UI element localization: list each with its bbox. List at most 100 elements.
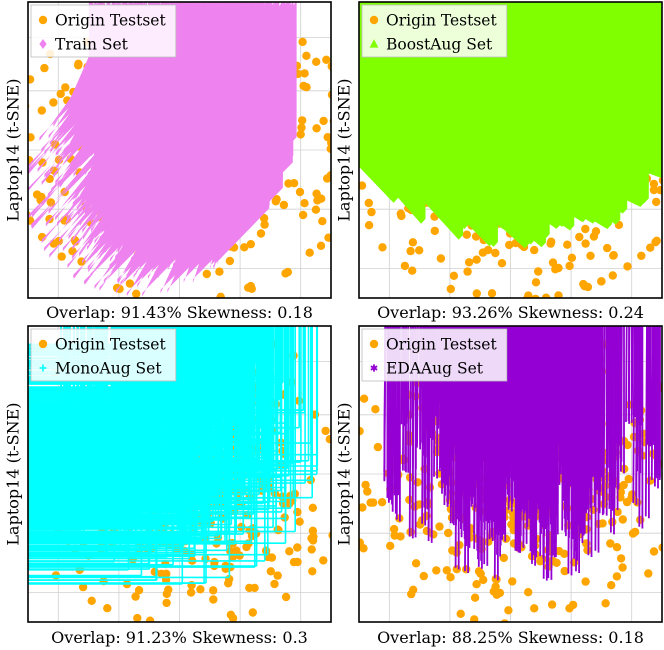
data-point	[399, 455, 409, 465]
data-point	[655, 326, 661, 478]
data-point	[361, 480, 370, 490]
data-point	[323, 133, 331, 142]
data-points	[28, 326, 331, 622]
data-point	[491, 326, 497, 379]
data-point	[513, 326, 519, 483]
y-axis-label: Laptop14 (t-SNE)	[335, 78, 354, 221]
data-point	[646, 326, 652, 445]
data-point	[502, 326, 508, 452]
data-point	[601, 599, 610, 608]
data-point	[479, 326, 485, 442]
data-point	[658, 543, 662, 552]
data-point	[215, 267, 224, 276]
data-point	[559, 326, 565, 477]
data-point	[325, 435, 331, 444]
data-point	[571, 326, 577, 444]
data-point	[449, 271, 459, 280]
data-point	[300, 199, 309, 208]
data-point	[638, 326, 644, 529]
data-point	[240, 243, 249, 252]
data-point	[442, 566, 451, 575]
data-point	[453, 326, 458, 393]
data-point	[300, 69, 309, 78]
data-point	[28, 326, 188, 452]
data-point	[554, 291, 563, 298]
data-point	[560, 566, 569, 576]
data-point	[515, 326, 521, 519]
data-point	[430, 226, 439, 236]
data-point	[242, 542, 251, 552]
legend-marker-plus-icon	[39, 364, 47, 372]
data-point	[537, 326, 543, 480]
data-point	[28, 326, 292, 509]
data-point	[618, 563, 627, 572]
series-monoaug-set	[28, 326, 319, 585]
data-point	[28, 326, 198, 534]
data-point	[570, 326, 576, 442]
data-point	[653, 326, 659, 489]
data-point	[578, 326, 584, 389]
data-point	[56, 89, 65, 99]
data-point	[606, 326, 612, 470]
data-point	[474, 567, 484, 576]
data-point	[386, 541, 395, 551]
data-point	[28, 326, 156, 420]
data-point	[316, 241, 326, 250]
data-point	[602, 326, 608, 516]
data-point	[565, 261, 574, 271]
data-point	[28, 326, 263, 487]
legend-marker	[369, 39, 379, 48]
data-point	[530, 326, 536, 528]
data-point	[416, 326, 421, 450]
data-point	[28, 326, 184, 585]
legend-box	[361, 328, 508, 382]
data-point	[483, 245, 493, 255]
data-points	[359, 326, 662, 622]
data-point	[500, 326, 506, 473]
data-point	[270, 579, 279, 589]
legend-label: MonoAug Set	[55, 360, 162, 378]
data-point	[397, 211, 406, 221]
data-point	[618, 515, 627, 524]
data-point	[244, 283, 253, 292]
legend-marker	[369, 339, 379, 349]
data-point	[61, 83, 70, 92]
data-point	[298, 210, 308, 220]
data-point	[505, 326, 511, 436]
data-point	[442, 326, 448, 429]
data-point	[568, 326, 574, 494]
data-point	[28, 326, 174, 566]
legend-label: Origin Testset	[55, 336, 166, 354]
data-point	[37, 106, 46, 115]
data-point	[363, 487, 372, 496]
data-point	[630, 326, 636, 418]
data-point	[383, 326, 389, 484]
data-point	[273, 571, 282, 580]
caption-overlap-skewness: Overlap: 91.43% Skewness: 0.18	[46, 303, 313, 322]
legend: Origin Testset MonoAug Set	[30, 328, 177, 382]
data-point	[470, 593, 480, 602]
data-point	[446, 284, 455, 294]
data-point	[28, 326, 186, 415]
legend-marker-asterisk-icon	[370, 364, 378, 372]
data-point	[566, 326, 572, 487]
data-point	[162, 589, 171, 599]
data-point	[210, 557, 219, 567]
legend-label: Origin Testset	[386, 336, 497, 354]
legend-label: Origin Testset	[55, 12, 166, 30]
data-point	[552, 326, 558, 378]
caption-overlap-skewness: Overlap: 93.26% Skewness: 0.24	[377, 303, 644, 322]
data-point	[560, 326, 565, 469]
data-point	[28, 326, 283, 513]
data-point	[484, 537, 493, 546]
data-point	[547, 600, 557, 609]
data-point	[510, 326, 516, 445]
data-point	[524, 588, 533, 597]
data-point	[479, 575, 488, 585]
data-point	[127, 2, 208, 207]
data-point	[28, 326, 270, 511]
data-point	[281, 269, 290, 278]
data-point	[28, 326, 130, 571]
data-point	[28, 326, 256, 426]
